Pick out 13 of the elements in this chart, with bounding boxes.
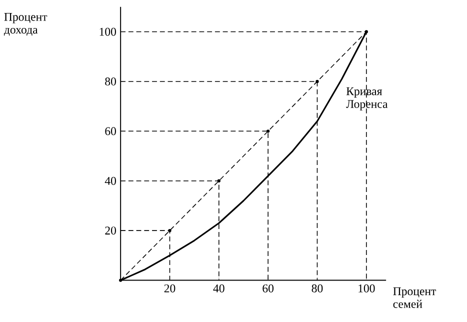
x-tick-label: 20 (164, 284, 176, 292)
y-axis-title: Процент дохода (4, 13, 48, 36)
y-tick-label: 40 (104, 177, 116, 185)
x-tick-label: 100 (358, 284, 375, 292)
y-tick-label: 80 (105, 78, 116, 86)
y-tick-label: 100 (100, 28, 116, 36)
annotation: Кривая Лоренса (346, 87, 388, 111)
y-tick-label: 60 (105, 127, 116, 136)
x-tick-label: 40 (213, 284, 224, 292)
y-tick-label: 20 (105, 226, 116, 235)
x-tick-label: 60 (262, 284, 274, 292)
x-axis-title: Процент семей (393, 288, 436, 308)
x-tick-label: 80 (312, 284, 323, 292)
